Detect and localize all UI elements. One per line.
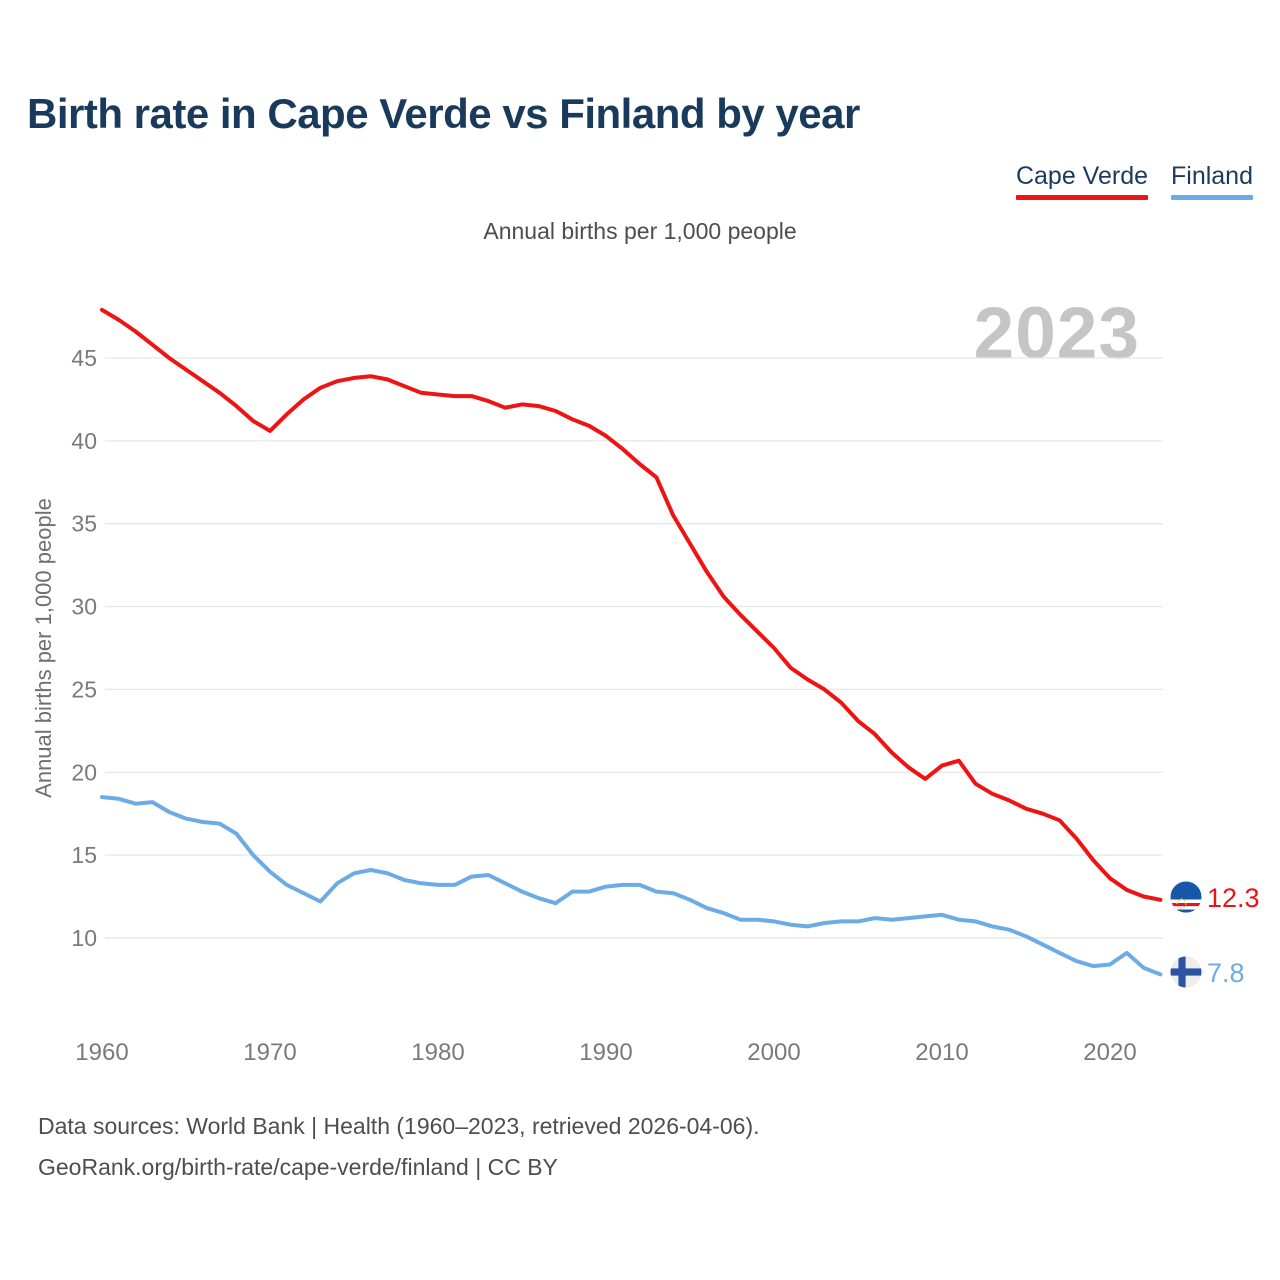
finland-flag-icon [1170,956,1202,988]
footer-attribution-line: GeoRank.org/birth-rate/cape-verde/finlan… [38,1154,558,1180]
cape-verde-flag-icon [1170,881,1202,913]
footer-sources-line: Data sources: World Bank | Health (1960–… [38,1113,760,1139]
chart-subtitle: Annual births per 1,000 people [483,218,797,244]
x-tick-label: 2010 [915,1039,968,1066]
page-title: Birth rate in Cape Verde vs Finland by y… [27,90,860,137]
cape-verde-end-value: 12.3 [1207,883,1260,913]
x-tick-label: 1960 [75,1039,128,1066]
y-tick-label: 45 [71,345,97,371]
y-tick-label: 10 [71,925,97,951]
legend-underline-cape-verde [1015,195,1148,200]
x-tick-label: 1980 [411,1039,464,1066]
y-tick-label: 35 [71,511,97,537]
y-tick-label: 15 [71,842,97,868]
series-line-finland [100,795,1163,977]
x-tick-label: 2020 [1083,1039,1136,1066]
x-tick-label: 2000 [747,1039,800,1066]
legend: Cape Verde Finland [1015,162,1253,200]
legend-label-cape-verde: Cape Verde [1015,162,1148,190]
y-tick-label: 30 [71,594,97,620]
x-tick-label: 1970 [243,1039,296,1066]
legend-underline-finland [1171,195,1253,200]
y-tick-label: 25 [71,676,97,702]
legend-item-cape-verde[interactable]: Cape Verde [1015,162,1148,200]
legend-item-finland[interactable]: Finland [1171,162,1253,200]
y-tick-label: 20 [71,759,97,785]
legend-label-finland: Finland [1171,162,1253,190]
finland-end-value: 7.8 [1207,958,1245,988]
y-tick-label: 40 [71,428,97,454]
footer: Data sources: World Bank | Health (1960–… [38,1106,760,1188]
x-tick-label: 1990 [579,1039,632,1066]
series-line-cape-verde [100,307,1163,902]
